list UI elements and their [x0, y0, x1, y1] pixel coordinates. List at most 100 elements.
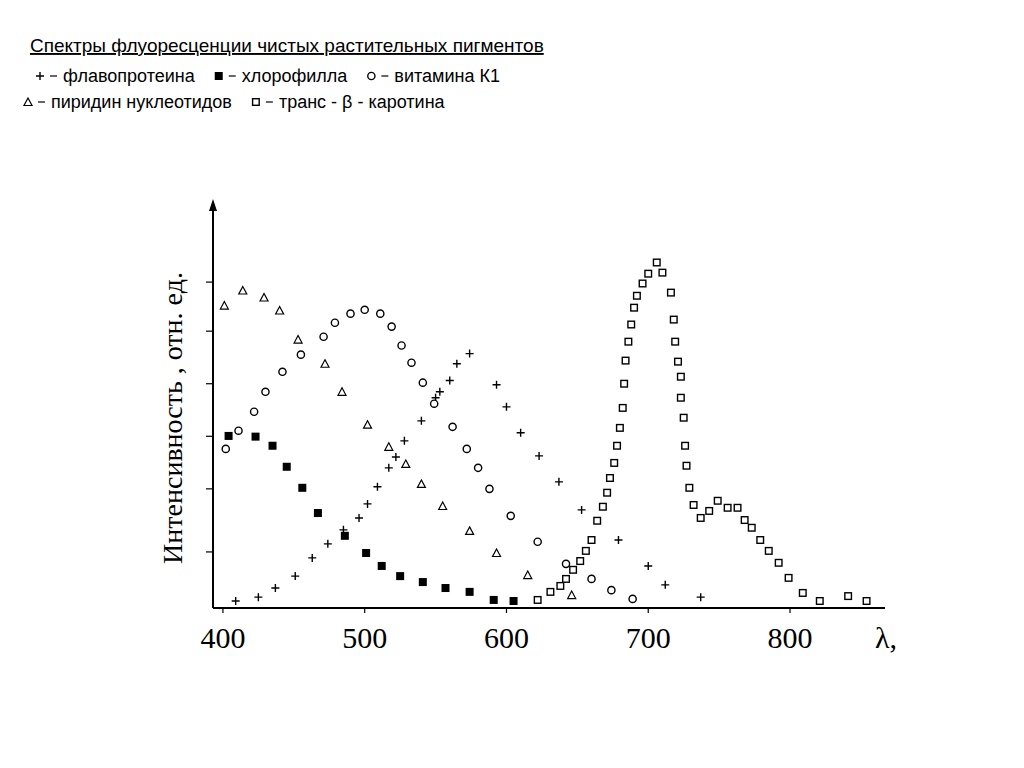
point	[653, 259, 660, 266]
point	[555, 478, 563, 486]
point	[675, 358, 682, 365]
point	[235, 427, 242, 434]
point	[262, 388, 269, 395]
legend-marker	[368, 72, 375, 79]
x-tick	[648, 608, 649, 613]
x-tick-label: 500	[342, 621, 387, 654]
legend-marker	[36, 72, 44, 80]
x-tick-label: 700	[626, 621, 671, 654]
point	[347, 310, 354, 317]
point	[417, 480, 425, 488]
point	[308, 554, 316, 562]
point	[785, 575, 792, 582]
legend-dash	[229, 75, 236, 76]
point	[297, 351, 304, 358]
point	[619, 405, 626, 412]
title: Спектры флуоресценции чистых растительны…	[30, 35, 544, 56]
point	[400, 437, 408, 445]
legend-marker	[215, 72, 223, 80]
point	[431, 400, 438, 407]
y-tick	[206, 281, 213, 282]
point	[672, 338, 679, 345]
point	[583, 548, 590, 555]
y-tick	[206, 551, 213, 552]
point	[611, 460, 618, 467]
point	[398, 342, 405, 349]
point	[799, 590, 806, 597]
point	[678, 373, 685, 380]
point	[577, 558, 584, 565]
point	[324, 540, 332, 548]
point	[748, 524, 755, 531]
point	[222, 445, 229, 452]
point	[449, 423, 456, 430]
point	[617, 425, 624, 432]
point	[535, 452, 543, 460]
y-tick	[206, 383, 213, 384]
point	[408, 359, 415, 366]
y-axis-arrow	[209, 199, 217, 211]
point	[659, 269, 666, 276]
legend-label: транс - β - каротина	[279, 92, 446, 112]
x-tick-label: 800	[768, 621, 813, 654]
point	[283, 463, 291, 471]
point	[232, 597, 240, 605]
point	[385, 443, 393, 451]
legend-label: витамина К1	[394, 66, 500, 86]
legend-marker	[253, 99, 260, 106]
point	[639, 280, 646, 287]
point	[845, 593, 852, 600]
series	[225, 432, 518, 605]
y-tick	[206, 488, 213, 489]
point	[678, 394, 685, 401]
point	[396, 572, 404, 580]
point	[629, 595, 636, 602]
point	[331, 319, 338, 326]
point	[466, 527, 474, 535]
point	[321, 360, 329, 368]
point	[697, 593, 705, 601]
point	[621, 380, 628, 387]
point	[291, 572, 299, 580]
point	[690, 502, 697, 509]
point	[741, 517, 748, 524]
series	[534, 259, 870, 604]
point	[734, 504, 741, 511]
point	[724, 504, 731, 511]
legend-label: пиридин нуклеотидов	[51, 92, 232, 112]
point	[466, 588, 474, 596]
point	[493, 549, 501, 557]
point	[254, 593, 262, 601]
legend-dash	[50, 75, 57, 76]
point	[608, 587, 615, 594]
series	[220, 287, 575, 599]
legend-dash	[38, 101, 45, 102]
point	[361, 306, 368, 313]
series	[232, 350, 705, 605]
point	[683, 462, 690, 469]
point	[364, 421, 372, 429]
point	[578, 506, 586, 514]
point	[562, 560, 569, 567]
point	[402, 460, 410, 468]
point	[607, 475, 614, 482]
point	[816, 598, 823, 605]
chart: Спектры флуоресценции чистых растительны…	[0, 0, 1024, 768]
point	[517, 429, 525, 437]
plot-area	[220, 259, 870, 605]
point	[320, 333, 327, 340]
point	[362, 549, 370, 557]
point	[507, 512, 514, 519]
point	[625, 338, 632, 345]
point	[863, 598, 870, 605]
point	[385, 464, 393, 472]
point	[680, 414, 687, 421]
point	[419, 578, 427, 586]
point	[765, 548, 772, 555]
point	[341, 532, 349, 540]
x-tick-label: 600	[484, 621, 529, 654]
legend-dash	[381, 75, 388, 76]
point	[271, 584, 279, 592]
point	[252, 433, 260, 441]
x-tick	[789, 608, 790, 613]
